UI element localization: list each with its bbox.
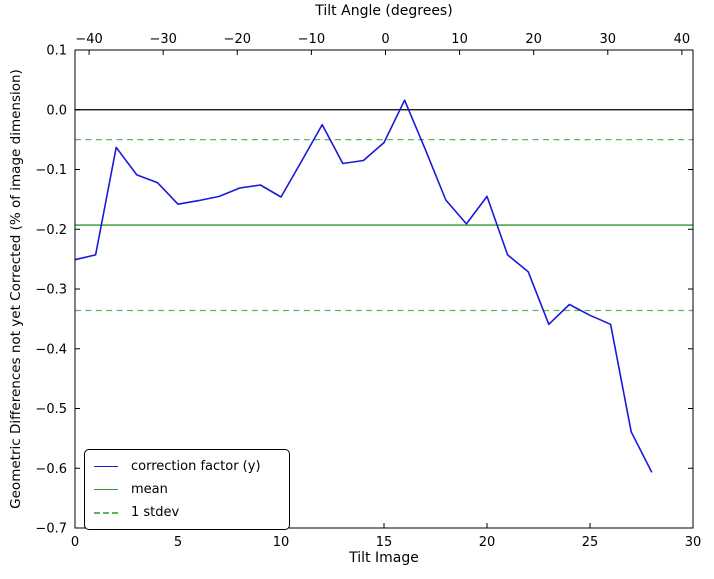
top-tick-label: 30 bbox=[600, 32, 617, 47]
x-tick-label: 5 bbox=[174, 535, 182, 550]
plot-area bbox=[75, 50, 693, 528]
top-tick-label: −20 bbox=[224, 32, 251, 47]
legend-item-mean: mean bbox=[94, 478, 280, 501]
x-tick-label: 15 bbox=[376, 535, 393, 550]
legend-item-correction-factor: correction factor (y) bbox=[94, 455, 280, 478]
top-tick-label: 0 bbox=[381, 32, 389, 47]
y-tick-label: 0.0 bbox=[46, 103, 67, 118]
correction-factor-line-sample bbox=[94, 466, 118, 467]
y-tick-label: −0.6 bbox=[35, 462, 67, 477]
y-tick-label: 0.1 bbox=[46, 44, 67, 59]
top-tick-label: −30 bbox=[149, 32, 176, 47]
mean-line-sample bbox=[94, 489, 118, 490]
top-tick-label: 10 bbox=[451, 32, 468, 47]
legend-item-stdev: 1 stdev bbox=[94, 501, 280, 524]
x-tick-label: 0 bbox=[71, 535, 79, 550]
top-tick-label: −10 bbox=[298, 32, 325, 47]
y-tick-label: −0.1 bbox=[35, 163, 67, 178]
x-tick-label: 20 bbox=[479, 535, 496, 550]
top-tick-label: −40 bbox=[75, 32, 102, 47]
legend-label-mean: mean bbox=[131, 482, 168, 497]
top-tick-label: 40 bbox=[674, 32, 691, 47]
y-tick-label: −0.3 bbox=[35, 283, 67, 298]
y-tick-label: −0.7 bbox=[35, 522, 67, 537]
legend-label-stdev: 1 stdev bbox=[131, 505, 180, 520]
x-tick-label: 10 bbox=[273, 535, 290, 550]
y-axis-label: Geometric Differences not yet Corrected … bbox=[8, 69, 24, 509]
legend-label-correction-factor: correction factor (y) bbox=[131, 459, 261, 474]
y-tick-label: −0.4 bbox=[35, 342, 67, 357]
top-tick-label: 20 bbox=[525, 32, 542, 47]
stdev-line-sample bbox=[94, 511, 118, 514]
correction-factor-line bbox=[74, 99, 653, 473]
y-tick-label: −0.5 bbox=[35, 402, 67, 417]
x-tick-label: 30 bbox=[685, 535, 702, 550]
top-axis-label: Tilt Angle (degrees) bbox=[315, 3, 453, 19]
x-axis-label: Tilt Image bbox=[349, 550, 419, 566]
x-tick-label: 25 bbox=[582, 535, 599, 550]
legend: correction factor (y) mean 1 stdev bbox=[84, 449, 290, 530]
y-tick-label: −0.2 bbox=[35, 223, 67, 238]
